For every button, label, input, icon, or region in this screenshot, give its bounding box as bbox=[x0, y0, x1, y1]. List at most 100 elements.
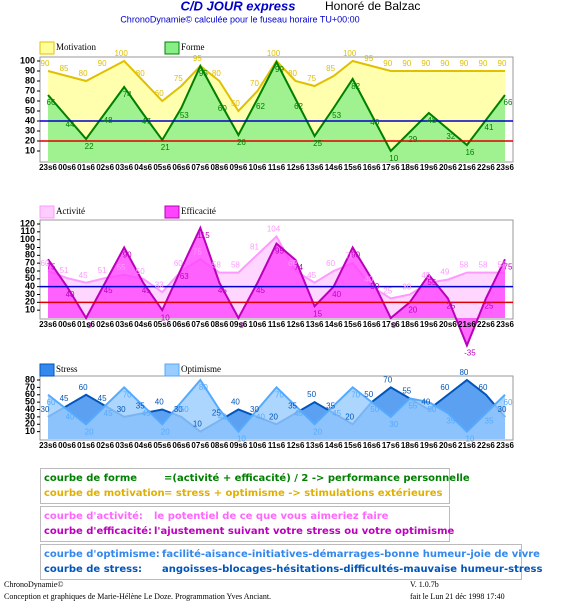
x-tick-label: 11s6 bbox=[268, 441, 286, 450]
value-label: 40 bbox=[218, 413, 227, 422]
legend-swatch bbox=[39, 363, 55, 377]
value-label: 35 bbox=[136, 401, 145, 410]
value-label: 55 bbox=[408, 402, 417, 411]
value-label: 30 bbox=[250, 405, 259, 414]
x-tick-label: 05s6 bbox=[153, 441, 171, 450]
value-label: 95 bbox=[193, 54, 202, 63]
value-label: 60 bbox=[504, 398, 513, 407]
value-label: 40 bbox=[231, 398, 240, 407]
note-text: = stress + optimisme -> stimulations ext… bbox=[164, 488, 443, 499]
value-label: 85 bbox=[60, 64, 69, 73]
x-tick-label: 12s6 bbox=[287, 163, 305, 172]
value-label: 70 bbox=[351, 390, 360, 399]
x-tick-label: 09s6 bbox=[230, 441, 248, 450]
x-tick-label: 09s6 bbox=[230, 163, 248, 172]
value-label: 95 bbox=[275, 247, 284, 256]
value-label: 25 bbox=[313, 139, 322, 148]
x-tick-label: 18s6 bbox=[401, 163, 419, 172]
value-label: 10 bbox=[465, 435, 474, 444]
value-label: 90 bbox=[383, 59, 392, 68]
legend-label: Motivation bbox=[56, 42, 96, 52]
value-label: 30 bbox=[389, 420, 398, 429]
y-tick-label: 120 bbox=[20, 218, 35, 228]
value-label: 22 bbox=[85, 142, 94, 151]
x-tick-label: 06s6 bbox=[172, 163, 190, 172]
y-tick-label: 50 bbox=[25, 273, 35, 283]
x-tick-label: 02s6 bbox=[96, 163, 114, 172]
value-label: 45 bbox=[79, 271, 88, 280]
x-tick-label: 00s6 bbox=[58, 441, 76, 450]
note-text: angoisses-blocages-hésitations-difficult… bbox=[162, 564, 543, 575]
legend-swatch bbox=[39, 205, 55, 219]
value-label: 90 bbox=[498, 59, 507, 68]
value-label: 90 bbox=[402, 59, 411, 68]
x-tick-label: 18s6 bbox=[401, 441, 419, 450]
value-label: 62 bbox=[256, 102, 265, 111]
value-label: 74 bbox=[123, 90, 132, 99]
y-tick-label: 80 bbox=[25, 250, 35, 260]
line bbox=[47, 225, 506, 349]
value-label: 50 bbox=[180, 405, 189, 414]
x-tick-label: 07s6 bbox=[191, 163, 209, 172]
x-tick-label: 08s6 bbox=[210, 320, 228, 329]
x-tick-label: 16s6 bbox=[363, 441, 381, 450]
x-tick-label: 03s6 bbox=[115, 320, 133, 329]
value-label: -35 bbox=[464, 349, 476, 358]
value-label: 45 bbox=[104, 409, 113, 418]
value-label: 48 bbox=[104, 116, 113, 125]
value-label: 45 bbox=[60, 394, 69, 403]
y-tick-label: 40 bbox=[25, 281, 35, 291]
value-label: 60 bbox=[440, 383, 449, 392]
value-label: 16 bbox=[465, 148, 474, 157]
value-label: 80 bbox=[212, 69, 221, 78]
x-tick-label: 02s6 bbox=[96, 320, 114, 329]
value-label: 60 bbox=[174, 259, 183, 268]
note-label: courbe de motivation bbox=[44, 488, 165, 499]
x-tick-label: 17s6 bbox=[382, 320, 400, 329]
value-label: 55 bbox=[427, 278, 436, 287]
x-tick-label: 15s6 bbox=[344, 441, 362, 450]
value-label: 0 bbox=[87, 321, 92, 330]
value-label: 35 bbox=[485, 416, 494, 425]
x-tick-label: 19s6 bbox=[420, 320, 438, 329]
value-label: 40 bbox=[66, 290, 75, 299]
x-tick-label: 23s6 bbox=[39, 163, 57, 172]
note-label: courbe d'activité: bbox=[44, 511, 143, 522]
y-tick-label: 50 bbox=[25, 397, 35, 407]
legend-label: Optimisme bbox=[181, 364, 221, 374]
value-label: 58 bbox=[231, 261, 240, 270]
notes-activite: courbe d'activité: le potentiel de ce que… bbox=[40, 506, 454, 542]
value-label: 82 bbox=[351, 82, 360, 91]
author: Honoré de Balzac bbox=[325, 0, 420, 13]
value-label: 70 bbox=[345, 251, 354, 260]
value-label: 104 bbox=[267, 225, 281, 234]
value-label: 20 bbox=[408, 305, 417, 314]
value-label: 90 bbox=[41, 59, 50, 68]
date: fait le Lun 21 déc 1998 17:40 bbox=[410, 592, 505, 601]
value-label: 45 bbox=[332, 409, 341, 418]
value-label: 30 bbox=[498, 405, 507, 414]
x-tick-label: 22s6 bbox=[477, 320, 495, 329]
value-label: 35 bbox=[326, 401, 335, 410]
value-label: 90 bbox=[351, 251, 360, 260]
value-label: 30 bbox=[41, 405, 50, 414]
value-label: 55 bbox=[117, 263, 126, 272]
x-tick-label: 13s6 bbox=[306, 320, 324, 329]
value-label: 66 bbox=[47, 98, 56, 107]
value-label: 51 bbox=[60, 266, 69, 275]
notes-stress: courbe d'optimisme: facilité-aisance-init… bbox=[40, 544, 542, 580]
value-label: 58 bbox=[459, 261, 468, 270]
x-tick-label: 16s6 bbox=[363, 163, 381, 172]
value-label: 80 bbox=[288, 69, 297, 78]
x-tick-label: 12s6 bbox=[287, 320, 305, 329]
legend-label: Stress bbox=[56, 364, 78, 374]
line bbox=[47, 59, 506, 153]
y-tick-label: 100 bbox=[20, 55, 35, 65]
x-tick-label: 02s6 bbox=[96, 441, 114, 450]
x-tick-label: 20s6 bbox=[439, 320, 457, 329]
x-tick-label: 23s6 bbox=[496, 163, 514, 172]
y-tick-label: 20 bbox=[25, 297, 35, 307]
legend-label: Efficacité bbox=[181, 206, 216, 216]
x-tick-label: 11s6 bbox=[268, 320, 286, 329]
value-label: 20 bbox=[161, 427, 170, 436]
